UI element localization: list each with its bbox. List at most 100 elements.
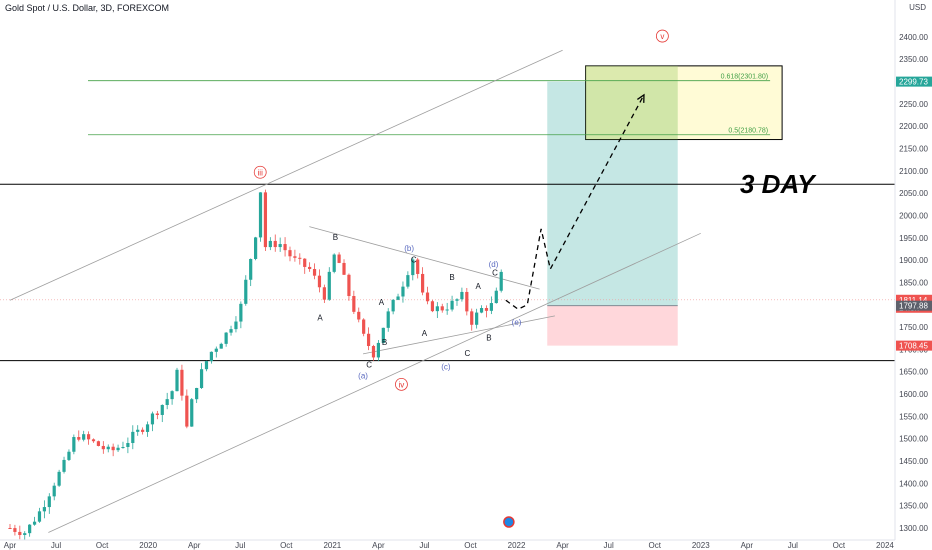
candle [195,387,199,400]
candle [32,521,37,525]
fib-label: 0.5(2180.78) [728,128,768,135]
wave-label: (e) [512,318,522,327]
candle [101,445,105,450]
currency-label[interactable]: USD [909,3,926,12]
candle [244,279,248,304]
candle [357,311,361,320]
y-tick-label: 2250.00 [899,100,928,109]
x-tick-label: 2020 [139,541,157,550]
zones-layer [547,65,783,346]
candle [190,399,194,427]
candle [352,296,356,312]
candle [465,291,469,312]
candle [37,511,42,522]
candle [489,303,493,311]
labels-layer: 0.618(2301.80) 0.5(2180.78) iii v iv (a) (b) (c… [253,29,817,391]
wave-label: v [660,32,664,41]
candle [106,446,110,450]
price-tag [896,76,932,87]
wave-label: B [486,333,491,342]
y-tick-label: 1850.00 [899,278,928,287]
candle [406,275,410,287]
candle [145,424,150,432]
wave-label: iii [258,168,264,177]
candle [396,296,400,300]
candle [411,259,415,276]
candle [219,343,223,349]
wave-label: A [476,282,482,291]
candle [278,244,282,248]
candle [347,274,351,297]
candle [96,441,101,446]
projection-path [505,94,645,310]
candle [475,312,479,325]
wave-label: A [422,329,428,338]
wave-label: C [411,255,417,264]
candle [77,437,81,440]
y-axis-panel [895,0,932,550]
candle [62,459,66,472]
y-tick-label: 1750.00 [899,323,928,332]
lines-layer [0,49,895,533]
candle [337,254,341,263]
us-economic-event-icon[interactable] [503,516,515,528]
candle [57,471,61,486]
candle [47,496,51,508]
candle [214,348,218,352]
y-tick-label: 2400.00 [899,33,928,42]
candle [470,311,474,325]
x-tick-label: 2024 [876,541,894,550]
candle [13,528,17,532]
candle [126,443,130,448]
candle [440,306,444,311]
candle [254,237,258,259]
triangle-upper-line [309,226,540,290]
x-tick-label: 2022 [508,541,526,550]
candle [322,287,326,300]
y-tick-label: 2200.00 [899,122,928,131]
x-axis-panel [0,540,932,550]
candle [342,262,346,275]
candle [288,250,292,257]
y-tick-label: 1400.00 [899,479,928,488]
price-tag [896,300,932,311]
y-tick-label: 1500.00 [899,435,928,444]
x-tick-label: Apr [188,541,201,550]
wave-circle [253,165,267,179]
candle [224,332,228,344]
candle [425,292,430,302]
candle [86,434,91,440]
candle [141,429,145,432]
wave-label: (a) [358,371,368,380]
wave-label: (d) [489,260,499,269]
candle [371,346,376,358]
candle [317,275,322,288]
y-tick-label: 1450.00 [899,457,928,466]
candle [332,254,336,272]
candle [185,395,189,427]
candle [362,319,366,334]
candle [479,308,484,313]
wave-label: C [465,349,471,358]
fib-label: 0.618(2301.80) [721,74,768,81]
candle [416,259,420,274]
candle [234,321,238,330]
x-tick-label: 2021 [323,541,341,550]
candle [111,446,115,451]
candle [8,528,12,529]
candle [155,413,159,415]
wave-circle [655,29,669,43]
candle [293,256,297,258]
candle [91,439,96,442]
candle [121,447,125,449]
candle [455,299,459,301]
fib-overlap-zone [585,65,678,140]
candle [116,447,120,451]
candle [209,351,213,362]
candle [283,244,287,251]
price-tag-label: 1811.14 [899,296,928,305]
x-tick-label: Jul [604,541,614,550]
y-tick-label: 2050.00 [899,189,928,198]
x-tick-label: Jul [235,541,245,550]
